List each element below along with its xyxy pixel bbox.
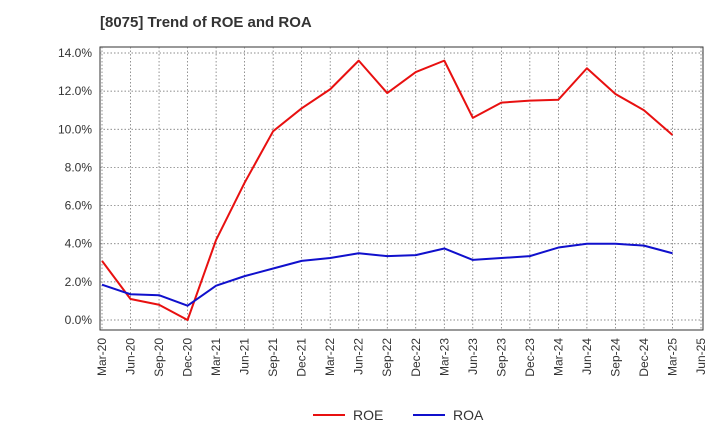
y-tick-label: 12.0% (58, 84, 92, 98)
x-tick-label: Dec-24 (637, 338, 651, 377)
plot-frame (99, 46, 704, 331)
x-tick-label: Mar-21 (209, 338, 223, 376)
x-tick-label: Jun-25 (694, 338, 708, 375)
legend-label-roe: ROE (353, 407, 383, 423)
x-tick-label: Jun-20 (124, 338, 138, 375)
x-tick-label: Jun-22 (352, 338, 366, 375)
chart-title: [8075] Trend of ROE and ROA (100, 14, 312, 31)
x-tick-label: Dec-21 (295, 338, 309, 377)
y-tick-label: 2.0% (65, 275, 93, 289)
y-tick-label: 8.0% (65, 160, 93, 174)
x-tick-label: Jun-24 (580, 338, 594, 375)
x-tick-label: Sep-22 (380, 338, 394, 377)
x-tick-label: Mar-25 (665, 338, 679, 376)
x-tick-label: Sep-24 (608, 338, 622, 377)
y-tick-label: 6.0% (65, 199, 93, 213)
x-tick-label: Mar-20 (95, 338, 109, 376)
x-tick-label: Jun-21 (238, 338, 252, 375)
x-tick-label: Dec-22 (409, 338, 423, 377)
series-line-roa (101, 242, 673, 307)
y-tick-label: 14.0% (58, 46, 92, 60)
y-tick-label: 0.0% (65, 313, 93, 327)
legend-label-roa: ROA (453, 407, 484, 423)
x-tick-label: Sep-21 (266, 338, 280, 377)
series-line-roe (101, 59, 674, 321)
x-tick-label: Dec-20 (181, 338, 195, 377)
x-tick-label: Mar-23 (437, 338, 451, 376)
x-tick-label: Mar-24 (551, 338, 565, 376)
y-tick-label: 4.0% (65, 237, 93, 251)
x-tick-label: Sep-23 (494, 338, 508, 377)
x-tick-label: Mar-22 (323, 338, 337, 376)
x-tick-label: Sep-20 (152, 338, 166, 377)
x-tick-label: Jun-23 (466, 338, 480, 375)
y-tick-label: 10.0% (58, 122, 92, 136)
x-tick-label: Dec-23 (523, 338, 537, 377)
